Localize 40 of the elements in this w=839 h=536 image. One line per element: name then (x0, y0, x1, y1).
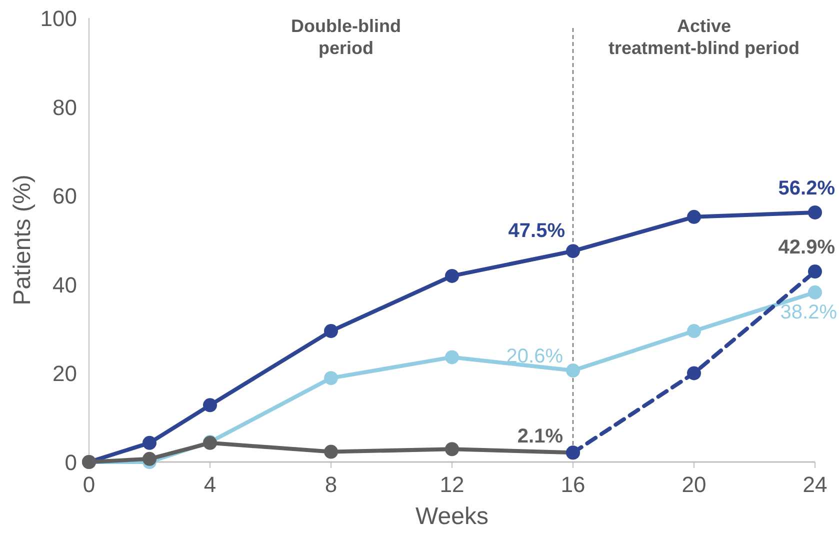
x-tick-label: 16 (560, 472, 586, 497)
point (566, 364, 580, 378)
annotation: Active treatment-blind period (608, 16, 800, 58)
x-tick-label: 8 (324, 472, 338, 497)
data-label: 20.6% (506, 346, 564, 368)
data-label: 42.9% (778, 236, 836, 259)
annotation: Double-blind period (291, 16, 401, 58)
y-tick-label: 20 (52, 361, 77, 386)
point (324, 324, 338, 338)
x-tick-label: 0 (82, 472, 96, 497)
point (445, 442, 459, 456)
x-tick-label: 4 (204, 472, 216, 497)
x-tick-label: 20 (682, 472, 706, 497)
x-tick-label: 12 (440, 472, 464, 497)
y-tick-label: 100 (40, 6, 77, 31)
point (445, 268, 459, 283)
point (445, 350, 459, 364)
point (687, 210, 701, 224)
x-tick-label: 24 (802, 472, 828, 497)
point (142, 452, 156, 466)
y-tick-label: 80 (52, 94, 77, 120)
point (808, 205, 822, 220)
data-label: 38.2% (780, 301, 838, 324)
point (324, 444, 338, 459)
point (566, 244, 580, 258)
data-label: 2.1% (517, 426, 564, 448)
point (687, 324, 701, 338)
point (808, 285, 822, 300)
data-label: 47.5% (508, 220, 566, 242)
y-tick-label: 0 (64, 450, 77, 475)
y-axis-title: Patients (%) (9, 174, 36, 306)
point (324, 371, 338, 386)
y-tick-label: 40 (52, 272, 77, 298)
data-label: 56.2% (778, 177, 836, 200)
point (203, 398, 217, 412)
point (808, 264, 822, 279)
x-axis-title: Weeks (416, 503, 488, 530)
point (142, 436, 156, 450)
point (687, 366, 701, 380)
y-tick-label: 60 (52, 184, 77, 209)
